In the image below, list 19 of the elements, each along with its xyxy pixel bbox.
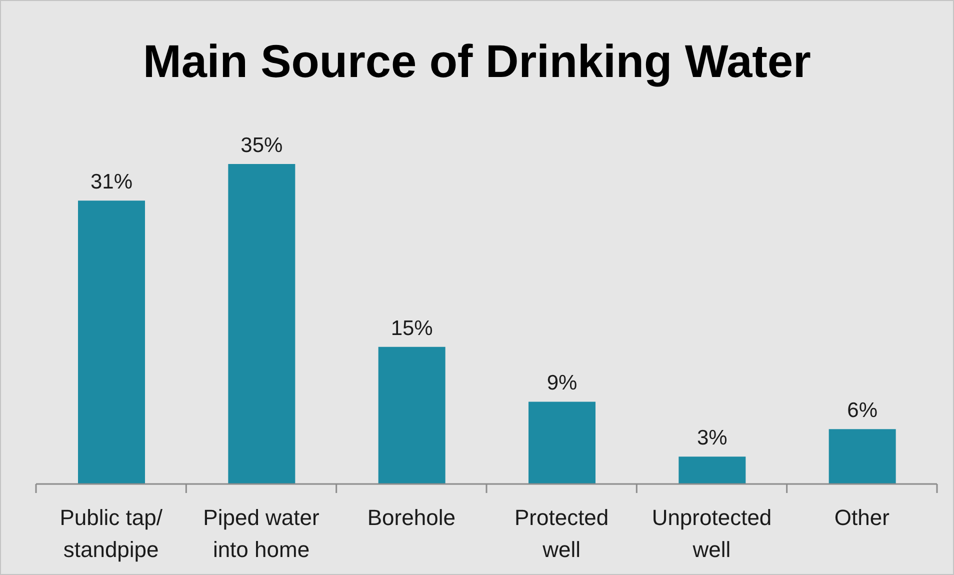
bar (228, 164, 296, 484)
data-label: 9% (546, 372, 578, 395)
x-tick-label: Other (834, 505, 890, 530)
bar (78, 200, 145, 484)
bar (678, 456, 746, 484)
x-tick-label: Borehole (367, 505, 456, 530)
data-label: 35% (240, 134, 283, 157)
bar (828, 429, 896, 484)
data-label: 31% (90, 170, 133, 194)
data-label: 6% (847, 399, 878, 422)
x-tick-label: Public tap/ standpipe (60, 505, 164, 562)
chart-title: Main Source of Drinking Water (142, 35, 812, 87)
bar (528, 402, 596, 484)
bar (378, 346, 446, 484)
x-tick-label: Piped water into home (203, 505, 320, 562)
data-label: 15% (390, 316, 433, 340)
x-tick-label: Unprotected well (652, 505, 772, 562)
data-label: 3% (696, 426, 728, 450)
x-tick-label: Protected well (514, 505, 609, 562)
